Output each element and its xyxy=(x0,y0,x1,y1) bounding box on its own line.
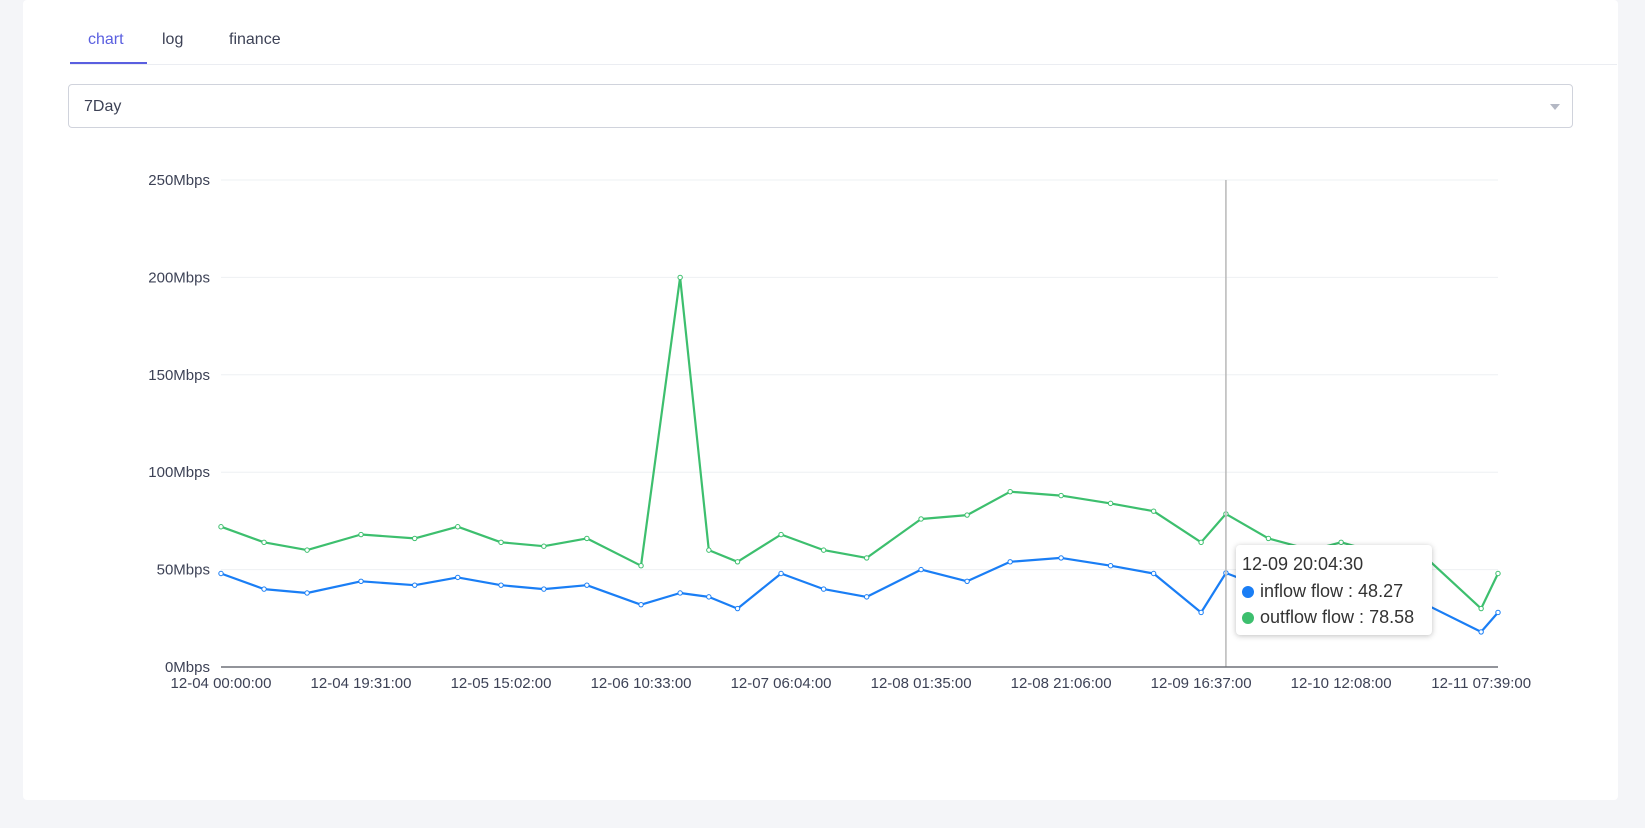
data-point xyxy=(1007,559,1013,565)
data-point xyxy=(455,574,461,581)
data-point xyxy=(1107,563,1114,569)
data-point xyxy=(1338,539,1344,546)
outflow-dot-icon xyxy=(1242,612,1254,624)
x-tick-label: 12-07 06:04:00 xyxy=(731,675,832,692)
data-point xyxy=(261,539,267,546)
data-point xyxy=(358,578,364,584)
y-tick-label: 0Mbps xyxy=(165,659,210,676)
tooltip-outflow-label: outflow flow xyxy=(1260,607,1355,627)
data-point xyxy=(304,547,310,553)
data-point xyxy=(706,547,712,553)
data-point xyxy=(964,578,970,584)
x-axis-ticks: 12-04 00:00:00 12-04 19:31:00 12-05 15:02:… xyxy=(171,675,1532,692)
chart-tooltip: 12-09 20:04:30 inflow flow : 48.27 outfl… xyxy=(1236,545,1432,635)
data-point xyxy=(261,586,267,592)
data-point xyxy=(498,582,504,588)
data-point xyxy=(778,570,784,577)
data-point xyxy=(412,535,418,542)
data-point xyxy=(778,531,784,538)
data-point xyxy=(734,559,741,565)
data-point xyxy=(218,524,224,530)
caret-down-icon xyxy=(1550,104,1560,110)
data-point xyxy=(1198,539,1204,546)
data-point xyxy=(1265,535,1272,542)
tooltip-time: 12-09 20:04:30 xyxy=(1242,554,1364,574)
tab-bar: chart log finance xyxy=(70,18,1617,65)
x-tick-label: 12-08 21:06:00 xyxy=(1011,675,1112,692)
data-point xyxy=(677,590,683,596)
data-point xyxy=(863,594,870,600)
y-tick-label: 200Mbps xyxy=(148,269,210,286)
data-point xyxy=(734,605,741,612)
inflow-dot-icon xyxy=(1242,586,1254,598)
data-point xyxy=(1495,570,1501,577)
data-point xyxy=(677,274,683,281)
x-tick-label: 12-04 00:00:00 xyxy=(171,675,272,692)
data-point xyxy=(1198,609,1204,616)
x-tick-label: 12-08 01:35:00 xyxy=(871,675,972,692)
data-point xyxy=(638,563,644,569)
data-point xyxy=(304,590,310,596)
data-point xyxy=(1107,500,1114,507)
data-point xyxy=(541,543,547,549)
data-point xyxy=(918,566,924,573)
data-point xyxy=(1495,609,1501,616)
data-point xyxy=(498,539,504,546)
data-point xyxy=(918,516,924,522)
y-tick-label: 50Mbps xyxy=(157,562,210,579)
range-select-value: 7Day xyxy=(84,98,122,115)
data-point xyxy=(706,594,712,600)
data-point xyxy=(863,555,870,561)
data-point xyxy=(455,524,461,530)
data-point xyxy=(820,547,827,553)
data-point xyxy=(820,586,827,592)
x-tick-label: 12-06 10:33:00 xyxy=(591,675,692,692)
data-point xyxy=(1150,508,1157,514)
range-select[interactable]: 7Day xyxy=(68,84,1573,128)
y-tick-label: 150Mbps xyxy=(148,367,210,384)
data-point xyxy=(638,601,644,608)
x-tick-label: 12-10 12:08:00 xyxy=(1291,675,1392,692)
data-point xyxy=(584,535,590,542)
data-point xyxy=(358,531,364,538)
data-point xyxy=(218,570,224,577)
data-point xyxy=(541,586,547,592)
data-point xyxy=(412,582,418,588)
tooltip-outflow-value: 78.58 xyxy=(1369,607,1415,627)
data-point xyxy=(964,512,970,518)
x-tick-label: 12-11 07:39:00 xyxy=(1431,675,1531,692)
data-point xyxy=(584,582,590,588)
data-point xyxy=(1478,629,1484,635)
x-tick-label: 12-05 15:02:00 xyxy=(451,675,552,692)
tab-finance[interactable]: finance xyxy=(229,31,281,48)
tooltip-inflow-label: inflow flow xyxy=(1260,581,1344,601)
grid-lines xyxy=(221,179,1498,571)
tooltip-inflow-value: 48.27 xyxy=(1358,581,1404,601)
data-point xyxy=(1150,570,1157,577)
tooltip-row-inflow: inflow flow : 48.27 xyxy=(1242,581,1403,602)
data-point xyxy=(1007,488,1013,495)
tooltip-row-outflow: outflow flow : 78.58 xyxy=(1242,607,1414,628)
data-point xyxy=(1478,605,1484,612)
tab-log[interactable]: log xyxy=(162,31,184,48)
active-tab-indicator xyxy=(70,62,147,64)
y-axis-ticks: 0Mbps 50Mbps 100Mbps 150Mbps 200Mbps 250Mbps xyxy=(148,172,210,676)
y-tick-label: 100Mbps xyxy=(148,464,210,481)
data-point xyxy=(1058,555,1064,561)
x-tick-label: 12-09 16:37:00 xyxy=(1151,675,1252,692)
data-point xyxy=(1058,492,1064,499)
tab-chart[interactable]: chart xyxy=(88,31,124,48)
x-tick-label: 12-04 19:31:00 xyxy=(311,675,412,692)
y-tick-label: 250Mbps xyxy=(148,172,210,189)
